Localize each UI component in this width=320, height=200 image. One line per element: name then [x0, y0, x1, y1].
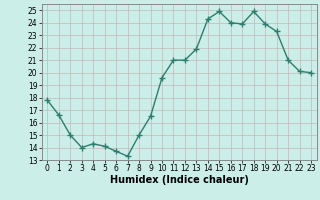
X-axis label: Humidex (Indice chaleur): Humidex (Indice chaleur): [110, 175, 249, 185]
